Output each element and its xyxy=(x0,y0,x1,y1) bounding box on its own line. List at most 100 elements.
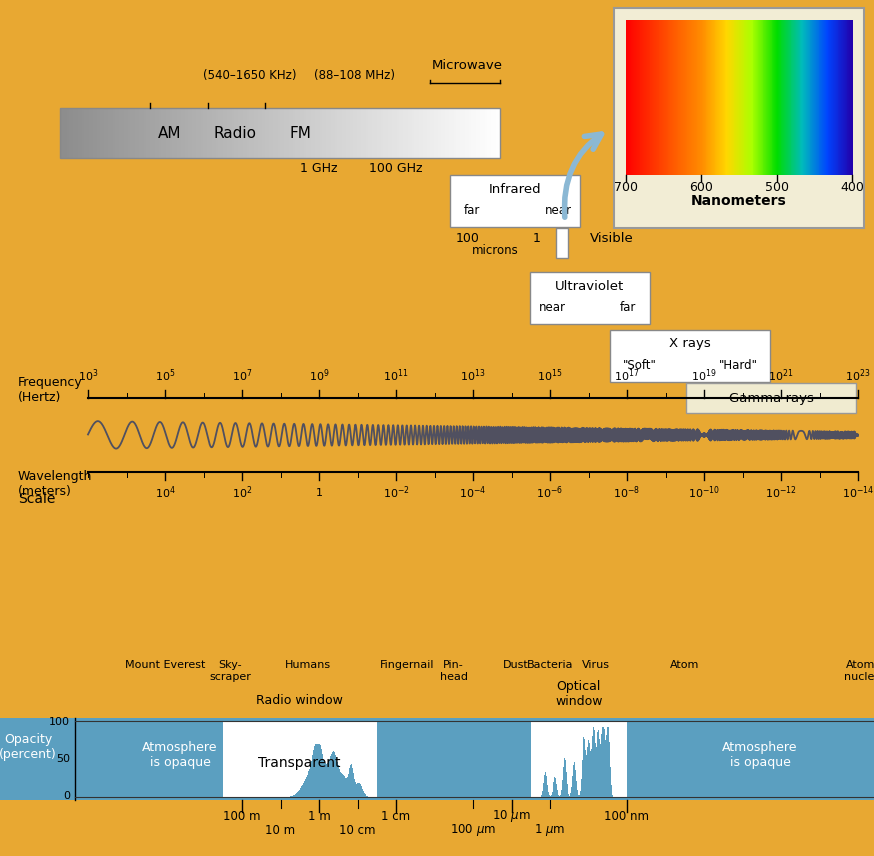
Bar xyxy=(212,108,214,158)
Bar xyxy=(121,108,124,158)
Bar xyxy=(728,20,730,175)
Bar xyxy=(91,108,94,158)
Bar xyxy=(672,20,674,175)
Bar xyxy=(673,20,675,175)
Bar xyxy=(825,20,826,175)
Bar xyxy=(220,108,223,158)
Bar xyxy=(320,108,323,158)
Bar xyxy=(440,108,443,158)
Text: $10^{-4}$: $10^{-4}$ xyxy=(460,484,487,502)
Bar xyxy=(278,108,281,158)
Bar xyxy=(714,20,715,175)
Bar xyxy=(155,108,157,158)
Bar xyxy=(740,20,741,175)
Bar xyxy=(410,108,413,158)
Bar xyxy=(626,20,628,175)
Bar xyxy=(339,108,342,158)
Bar xyxy=(247,108,250,158)
Bar xyxy=(772,20,773,175)
Text: Virus: Virus xyxy=(582,660,610,670)
Bar xyxy=(694,20,695,175)
Bar xyxy=(669,20,671,175)
Bar xyxy=(683,20,684,175)
Bar xyxy=(842,20,843,175)
Bar xyxy=(762,20,764,175)
Bar xyxy=(819,20,820,175)
Bar xyxy=(531,721,627,797)
Bar xyxy=(152,108,155,158)
Bar xyxy=(368,108,371,158)
Bar xyxy=(795,20,796,175)
Bar xyxy=(304,108,307,158)
Text: Radio: Radio xyxy=(213,126,256,140)
Bar xyxy=(652,20,654,175)
Bar xyxy=(774,20,775,175)
Bar xyxy=(739,20,740,175)
Bar xyxy=(674,20,676,175)
Bar xyxy=(245,108,247,158)
Bar xyxy=(764,20,766,175)
Text: 1 cm: 1 cm xyxy=(381,810,411,823)
Bar xyxy=(656,20,658,175)
Bar xyxy=(735,20,737,175)
Bar xyxy=(732,20,733,175)
Bar xyxy=(192,108,195,158)
Bar xyxy=(258,108,260,158)
Bar xyxy=(746,20,747,175)
Bar xyxy=(808,20,810,175)
Bar xyxy=(822,20,823,175)
Bar xyxy=(720,20,721,175)
Text: Ultraviolet: Ultraviolet xyxy=(555,280,625,293)
Bar xyxy=(480,108,483,158)
Bar xyxy=(243,108,246,158)
Bar xyxy=(636,20,637,175)
Bar xyxy=(348,108,350,158)
Bar xyxy=(71,108,73,158)
Bar xyxy=(142,108,144,158)
Text: 100 $\mu$m: 100 $\mu$m xyxy=(450,822,496,838)
Bar xyxy=(307,108,309,158)
Bar xyxy=(667,20,668,175)
Bar xyxy=(452,108,454,158)
Bar xyxy=(744,20,745,175)
Bar xyxy=(165,108,169,158)
Bar xyxy=(693,20,694,175)
Text: $10^{-14}$: $10^{-14}$ xyxy=(842,484,874,502)
Text: 700: 700 xyxy=(614,181,638,193)
Bar xyxy=(721,20,722,175)
Bar xyxy=(207,108,210,158)
Bar xyxy=(371,108,373,158)
Bar xyxy=(425,108,428,158)
Text: Frequency
(Hertz): Frequency (Hertz) xyxy=(18,376,83,404)
Bar xyxy=(745,20,746,175)
Text: 100: 100 xyxy=(456,231,480,245)
Bar xyxy=(722,20,723,175)
Text: Atom: Atom xyxy=(670,660,699,670)
Text: 10 m: 10 m xyxy=(266,823,295,836)
Bar xyxy=(494,108,496,158)
Bar xyxy=(648,20,649,175)
Bar xyxy=(78,108,80,158)
Bar xyxy=(62,108,65,158)
Bar xyxy=(749,20,751,175)
Bar xyxy=(768,20,769,175)
Bar xyxy=(826,20,827,175)
Text: $10^{3}$: $10^{3}$ xyxy=(78,368,98,384)
Bar xyxy=(66,108,69,158)
Bar xyxy=(65,108,67,158)
Bar xyxy=(317,108,320,158)
Bar xyxy=(443,108,446,158)
Bar xyxy=(755,20,757,175)
Bar xyxy=(275,108,278,158)
Bar xyxy=(449,108,452,158)
Bar xyxy=(113,108,115,158)
Bar xyxy=(665,20,666,175)
Bar xyxy=(271,108,274,158)
Bar xyxy=(641,20,642,175)
Bar xyxy=(699,20,701,175)
Bar xyxy=(663,20,664,175)
Text: $10^{-6}$: $10^{-6}$ xyxy=(537,484,564,502)
Bar xyxy=(181,108,184,158)
Bar xyxy=(394,108,397,158)
Text: $10^{-8}$: $10^{-8}$ xyxy=(614,484,641,502)
